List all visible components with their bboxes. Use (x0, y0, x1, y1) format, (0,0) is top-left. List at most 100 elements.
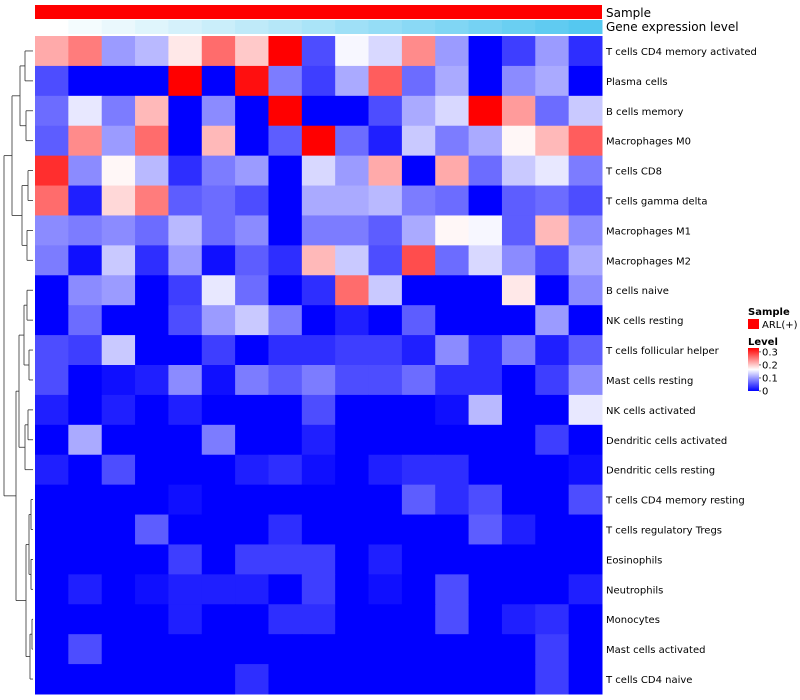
heatmap-cell (468, 335, 503, 366)
heatmap-cell (135, 484, 169, 516)
heatmap-cell (68, 95, 103, 127)
heatmap-cell (468, 424, 503, 456)
heatmap-cell (368, 544, 403, 575)
heatmap-cell (201, 664, 236, 695)
heatmap-cell (101, 664, 136, 695)
heatmap-cell (335, 65, 370, 97)
heatmap-cell (168, 544, 203, 575)
heatmap-cell (235, 484, 269, 516)
heatmap-cell (168, 664, 203, 695)
heatmap-cell (201, 365, 236, 396)
heatmap-cell (35, 634, 69, 665)
heatmap-cell (335, 95, 370, 127)
expression-track-cell (35, 20, 69, 34)
heatmap-cell (435, 514, 470, 545)
heatmap-cell (135, 544, 169, 575)
heatmap-cell (35, 65, 69, 97)
heatmap-cell (268, 36, 303, 67)
heatmap-cell (401, 155, 436, 187)
heatmap-cell (435, 394, 470, 426)
heatmap-cell (135, 155, 169, 187)
expression-track-cell (268, 20, 303, 34)
heatmap-cell (268, 454, 303, 486)
heatmap-cell (35, 185, 69, 216)
heatmap-cell (168, 604, 203, 635)
legend-sample-swatch (748, 319, 759, 329)
heatmap-cell (268, 275, 303, 306)
heatmap-cell (168, 394, 203, 426)
heatmap-cell (401, 335, 436, 366)
heatmap-cell (35, 335, 69, 366)
heatmap-cell (435, 245, 470, 276)
heatmap-cell (101, 484, 136, 516)
sample-track-label: Sample (606, 6, 651, 20)
heatmap-cell (401, 365, 436, 396)
heatmap-cell (468, 215, 503, 246)
heatmap-cell (35, 544, 69, 575)
heatmap-cell (468, 305, 503, 336)
heatmap-cell (235, 634, 269, 665)
heatmap-cell (568, 125, 603, 157)
heatmap-cell (401, 634, 436, 665)
heatmap-cell (335, 514, 370, 545)
heatmap-cell (335, 544, 370, 575)
heatmap-cell (168, 484, 203, 516)
heatmap-cell (401, 424, 436, 456)
heatmap-cell (368, 305, 403, 336)
heatmap-cell (101, 574, 136, 605)
row-dendrogram (3, 50, 33, 680)
row-label: NK cells activated (606, 406, 696, 417)
heatmap-cell (301, 275, 336, 306)
heatmap-cell (435, 664, 470, 695)
heatmap-cell (535, 65, 570, 97)
heatmap-cell (68, 484, 103, 516)
heatmap-cell (535, 335, 570, 366)
heatmap-cell (568, 185, 603, 216)
heatmap-cell (135, 664, 169, 695)
heatmap-cell (335, 245, 370, 276)
heatmap-cell (568, 604, 603, 635)
heatmap-cell (135, 454, 169, 486)
heatmap-cell (68, 185, 103, 216)
heatmap-cell (235, 65, 269, 97)
heatmap-cell (68, 394, 103, 426)
heatmap-cell (468, 664, 503, 695)
heatmap-cell (468, 634, 503, 665)
heatmap-cell (201, 155, 236, 187)
heatmap-cell (501, 604, 536, 635)
heatmap-cell (101, 125, 136, 157)
heatmap-cell (401, 215, 436, 246)
heatmap-cell (301, 394, 336, 426)
heatmap-cell (68, 574, 103, 605)
heatmap-cell (401, 275, 436, 306)
heatmap-cell (435, 275, 470, 306)
heatmap-cell (201, 634, 236, 665)
heatmap-cell (68, 305, 103, 336)
heatmap-cell (468, 365, 503, 396)
heatmap-cell (201, 245, 236, 276)
heatmap-cell (101, 185, 136, 216)
heatmap-cell (501, 365, 536, 396)
heatmap-cell (301, 365, 336, 396)
heatmap-cell (168, 514, 203, 545)
heatmap-cell (235, 574, 269, 605)
heatmap-cell (268, 604, 303, 635)
heatmap-cell (435, 65, 470, 97)
heatmap-cell (268, 634, 303, 665)
row-label: Macrophages M1 (606, 226, 691, 237)
heatmap-cell (535, 484, 570, 516)
heatmap-cell (168, 335, 203, 366)
heatmap-cell (35, 275, 69, 306)
heatmap-cell (201, 514, 236, 545)
sample-track-bar (35, 5, 602, 19)
heatmap-cell (535, 604, 570, 635)
expression-track-cell (401, 20, 436, 34)
heatmap-cell (301, 65, 336, 97)
heatmap-cell (568, 514, 603, 545)
heatmap-cell (201, 335, 236, 366)
expression-track-cell (168, 20, 203, 34)
heatmap-cell (268, 365, 303, 396)
heatmap-cell (135, 36, 169, 67)
heatmap-cell (68, 215, 103, 246)
heatmap-cell (368, 574, 403, 605)
